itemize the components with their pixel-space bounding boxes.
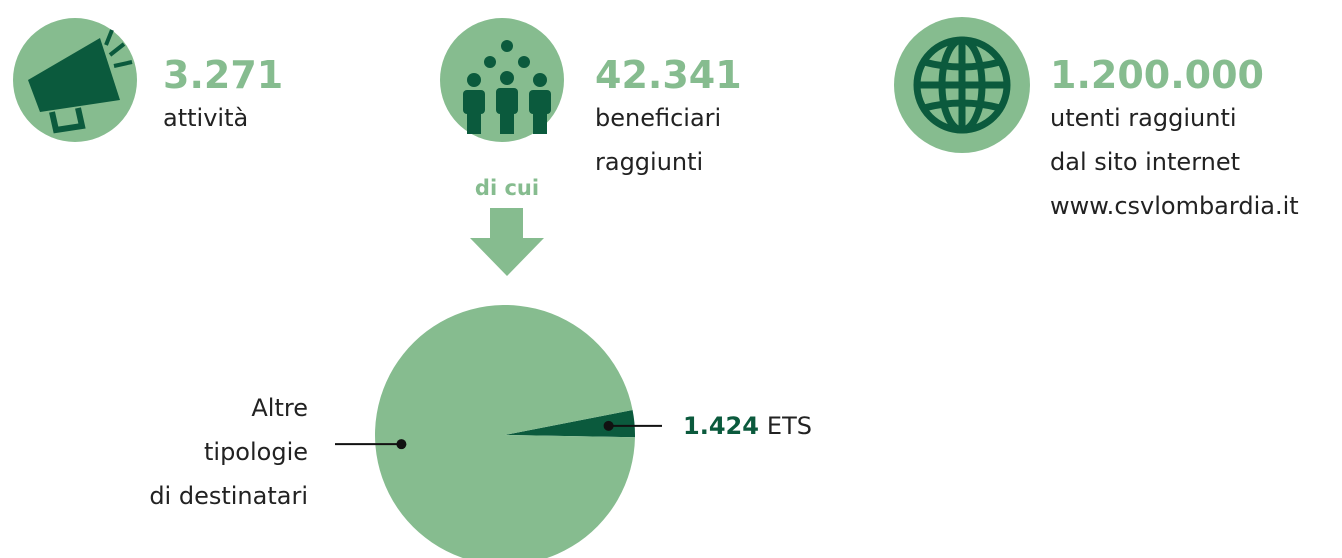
beneficiaries-icon: [440, 18, 564, 142]
slice-label: di destinatari: [149, 482, 308, 511]
stat-value: 42.341: [595, 53, 742, 97]
stat-label: attività: [163, 104, 249, 132]
pie-slice: [375, 304, 635, 558]
activity-icon: [13, 18, 137, 142]
leader-dot: [396, 439, 407, 450]
stat-label: www.csvlombardia.it: [1050, 192, 1299, 220]
slice-label-group: 1.424 ETS: [683, 414, 812, 438]
web-icon: [894, 17, 1030, 153]
stat-label: dal sito internet: [1050, 148, 1241, 176]
stat-label: raggiunti: [595, 148, 704, 176]
stat-label: utenti raggiunti: [1050, 104, 1237, 132]
arrow: [470, 208, 544, 276]
slice-label: tipologie: [203, 438, 308, 467]
pie-slice: [505, 409, 636, 438]
stat-label: beneficiari: [595, 104, 722, 132]
stat-value: 1.200.000: [1050, 53, 1264, 97]
slice-label: ETS: [766, 411, 812, 440]
slice-value: 1.424: [683, 411, 759, 440]
slice-label: Altre: [251, 394, 308, 423]
leader-dot: [603, 420, 614, 431]
stat-value: 3.271: [163, 53, 284, 97]
connector-label: di cui: [474, 176, 540, 200]
